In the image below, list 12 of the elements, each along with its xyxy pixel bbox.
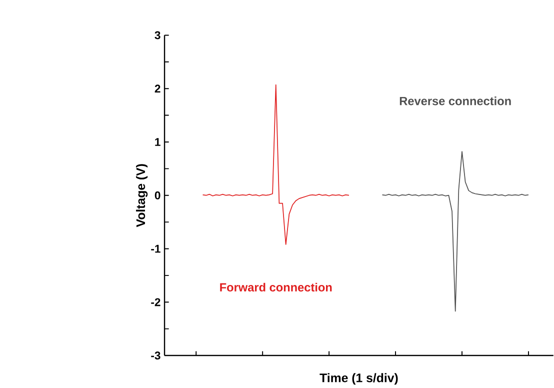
text: Reverse connection (400, 96, 511, 106)
y-tick-label: -3 (151, 351, 160, 360)
text: Forward connection (220, 282, 332, 292)
y-tick-label: 0 (154, 191, 160, 200)
y-tick-label: 1 (155, 138, 160, 146)
y-tick-label: 2 (154, 84, 160, 92)
y-axis-title: Voltage (V) (136, 164, 148, 227)
y-tick-label: -2 (151, 298, 160, 306)
x-axis-title: Time (1 s/div) (320, 373, 398, 385)
line-series (382, 151, 529, 312)
y-tick-label: -1 (151, 244, 160, 253)
y-tick-label: 3 (154, 31, 160, 40)
